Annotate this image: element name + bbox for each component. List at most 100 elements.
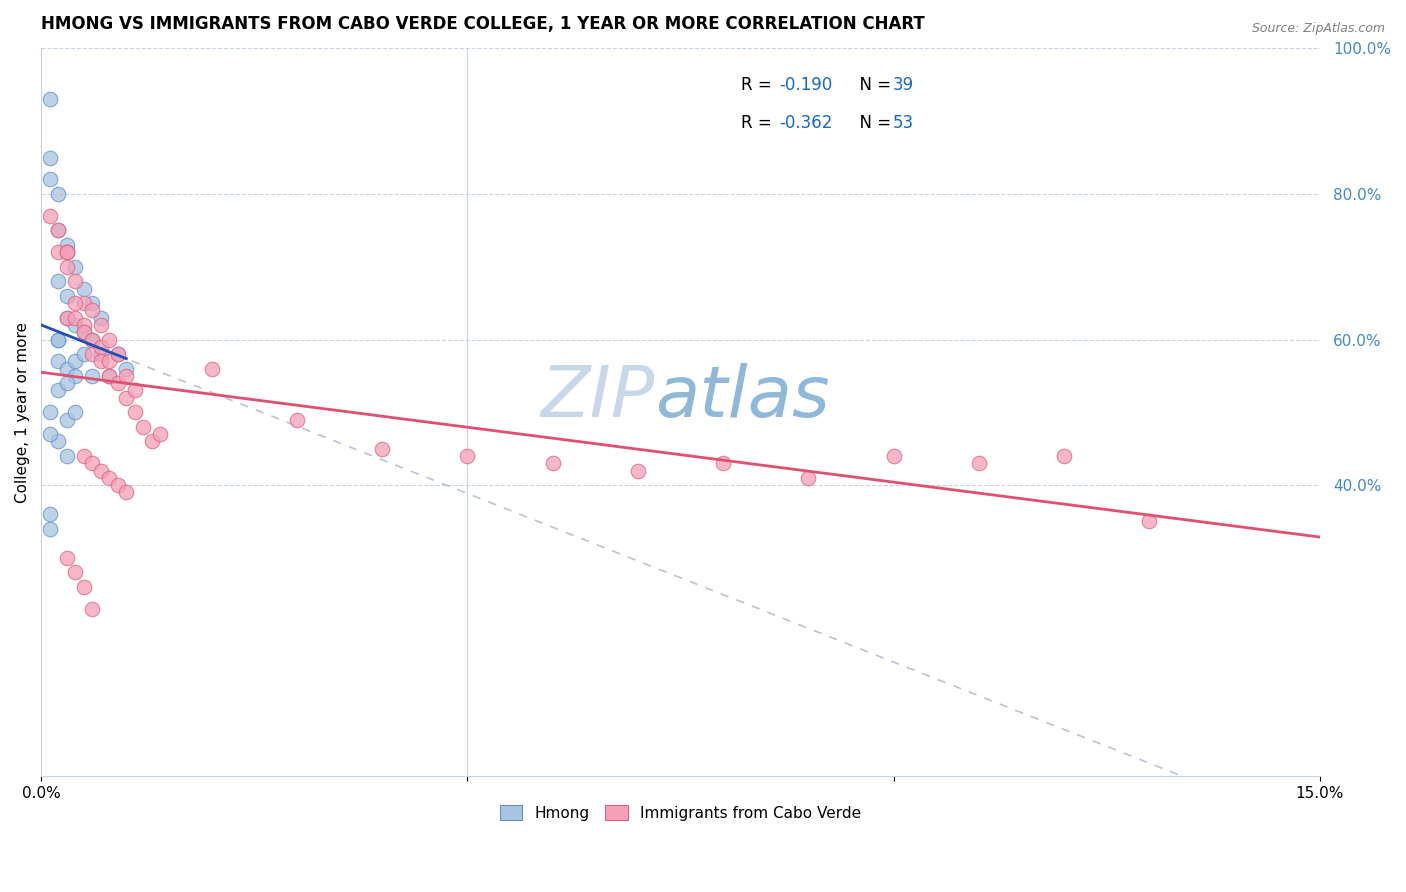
Point (73, 325, 96, 339)
Text: 39: 39 (893, 76, 914, 94)
Text: -0.190: -0.190 (779, 76, 832, 94)
Point (55, 310, 77, 325)
Point (90, 347, 112, 361)
Point (98, 368, 121, 383)
Point (132, 420, 155, 434)
Point (46, 333, 69, 347)
Point (124, 405, 146, 419)
Point (46, 274, 69, 288)
Point (55, 361, 77, 376)
Point (73, 318, 96, 332)
Point (46, 333, 69, 347)
Point (46, 354, 69, 368)
Point (371, 442, 394, 456)
Point (115, 391, 138, 405)
Point (55, 412, 77, 426)
Point (63, 318, 86, 332)
Point (73, 296, 96, 310)
Point (55, 245, 77, 260)
Point (46, 245, 69, 260)
Legend: Hmong, Immigrants from Cabo Verde: Hmong, Immigrants from Cabo Verde (494, 798, 868, 827)
Point (38, 209, 60, 223)
Point (141, 434, 163, 449)
Point (55, 550, 77, 565)
Text: 53: 53 (893, 114, 914, 132)
Point (115, 361, 138, 376)
Point (124, 384, 146, 398)
Point (55, 310, 77, 325)
Text: Source: ZipAtlas.com: Source: ZipAtlas.com (1251, 22, 1385, 36)
Text: R =: R = (741, 76, 778, 94)
Point (38, 427, 60, 442)
Point (82, 333, 104, 347)
Point (90, 354, 112, 368)
Point (46, 223, 69, 237)
Point (107, 376, 129, 391)
Point (107, 347, 129, 361)
Point (38, 92, 60, 106)
Point (73, 347, 96, 361)
Text: N =: N = (849, 114, 897, 132)
Point (107, 478, 129, 492)
Point (541, 456, 564, 470)
Point (82, 368, 104, 383)
Point (285, 412, 308, 426)
Point (883, 449, 905, 463)
Point (98, 333, 121, 347)
Point (46, 223, 69, 237)
Point (38, 151, 60, 165)
Point (90, 318, 112, 332)
Point (38, 522, 60, 536)
Point (115, 485, 138, 500)
Text: -0.362: -0.362 (779, 114, 832, 132)
Point (82, 347, 104, 361)
Point (63, 354, 86, 368)
Point (46, 434, 69, 449)
Point (63, 566, 86, 580)
Point (82, 296, 104, 310)
Text: N =: N = (849, 76, 897, 94)
Point (73, 325, 96, 339)
Point (55, 376, 77, 391)
Text: R =: R = (741, 114, 778, 132)
Point (797, 471, 820, 485)
Text: ZIP: ZIP (540, 363, 655, 433)
Point (63, 274, 86, 288)
Point (46, 384, 69, 398)
Point (82, 456, 104, 470)
Point (63, 405, 86, 419)
Point (55, 245, 77, 260)
Point (98, 471, 121, 485)
Point (98, 368, 121, 383)
Text: atlas: atlas (655, 363, 830, 433)
Point (46, 186, 69, 201)
Point (55, 260, 77, 274)
Point (90, 310, 112, 325)
Point (90, 463, 112, 477)
Point (38, 172, 60, 186)
Point (107, 347, 129, 361)
Point (55, 289, 77, 303)
Point (201, 361, 224, 376)
Point (90, 340, 112, 354)
Point (627, 463, 650, 477)
Point (73, 282, 96, 296)
Point (73, 449, 96, 463)
Point (711, 456, 734, 470)
Point (82, 602, 104, 616)
Point (73, 580, 96, 594)
Point (115, 368, 138, 383)
Point (82, 333, 104, 347)
Y-axis label: College, 1 year or more: College, 1 year or more (15, 322, 30, 503)
Point (38, 405, 60, 419)
Point (1137, 515, 1160, 529)
Point (38, 507, 60, 521)
Point (967, 456, 990, 470)
Point (98, 354, 121, 368)
Point (55, 449, 77, 463)
Point (63, 296, 86, 310)
Point (63, 368, 86, 383)
Point (55, 245, 77, 260)
Text: HMONG VS IMMIGRANTS FROM CABO VERDE COLLEGE, 1 YEAR OR MORE CORRELATION CHART: HMONG VS IMMIGRANTS FROM CABO VERDE COLL… (41, 15, 925, 33)
Point (63, 260, 86, 274)
